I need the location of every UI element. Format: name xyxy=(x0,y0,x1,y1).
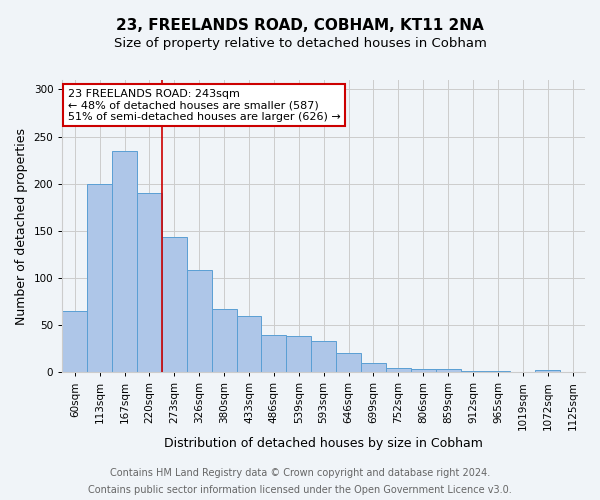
Bar xyxy=(535,370,560,372)
Text: Size of property relative to detached houses in Cobham: Size of property relative to detached ho… xyxy=(113,38,487,51)
Bar xyxy=(87,184,112,372)
Bar xyxy=(386,368,411,372)
Bar xyxy=(311,341,336,372)
Bar xyxy=(361,363,386,372)
Bar xyxy=(187,270,212,372)
Bar xyxy=(212,309,236,372)
Bar xyxy=(62,311,87,372)
Text: 23 FREELANDS ROAD: 243sqm
← 48% of detached houses are smaller (587)
51% of semi: 23 FREELANDS ROAD: 243sqm ← 48% of detac… xyxy=(68,89,340,122)
Bar xyxy=(262,334,286,372)
Bar xyxy=(137,193,162,372)
Bar xyxy=(162,238,187,372)
Text: Contains public sector information licensed under the Open Government Licence v3: Contains public sector information licen… xyxy=(88,485,512,495)
Bar xyxy=(286,336,311,372)
Bar xyxy=(112,150,137,372)
Text: 23, FREELANDS ROAD, COBHAM, KT11 2NA: 23, FREELANDS ROAD, COBHAM, KT11 2NA xyxy=(116,18,484,32)
Bar xyxy=(411,368,436,372)
X-axis label: Distribution of detached houses by size in Cobham: Distribution of detached houses by size … xyxy=(164,437,483,450)
Text: Contains HM Land Registry data © Crown copyright and database right 2024.: Contains HM Land Registry data © Crown c… xyxy=(110,468,490,477)
Bar xyxy=(336,354,361,372)
Bar xyxy=(436,368,461,372)
Y-axis label: Number of detached properties: Number of detached properties xyxy=(15,128,28,324)
Bar xyxy=(236,316,262,372)
